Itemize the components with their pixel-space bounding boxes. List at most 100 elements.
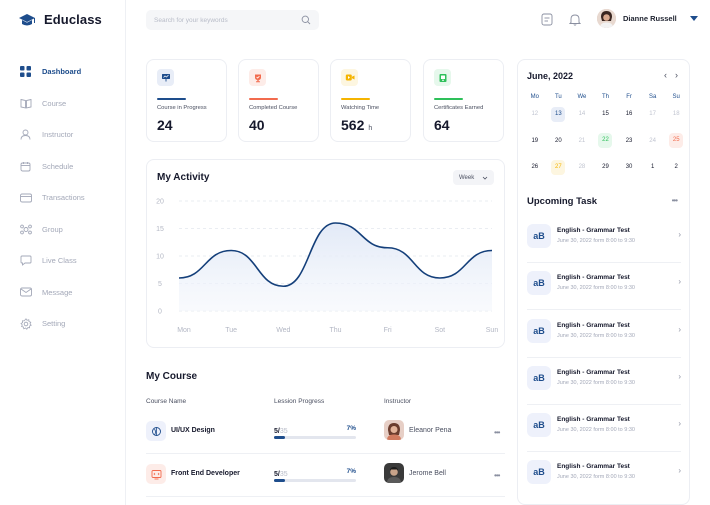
task-item[interactable]: aB English - Grammar Test June 30, 2022 … <box>527 358 681 405</box>
x-tick-label: Fri <box>384 327 393 334</box>
calendar-weekday-row: Mo Tu We Th Fr Sa Su <box>523 92 688 102</box>
calendar-day[interactable]: 16 <box>625 111 633 117</box>
card-icon <box>19 191 32 204</box>
stat-accent-bar <box>434 98 463 100</box>
table-row[interactable]: UI/UX Design 5/35 7% Eleanor Pena ••• <box>146 411 505 454</box>
lesson-progress: 5/35 7% <box>274 468 356 482</box>
calendar-day[interactable]: 26 <box>531 164 539 171</box>
progress-fill <box>274 479 286 482</box>
sidebar-item-label: Course <box>42 98 67 108</box>
stat-card-certificates-earned[interactable]: Certificates Earned 64 <box>423 59 504 142</box>
sidebar-item-message[interactable]: Message <box>0 277 126 309</box>
calendar-day-selected[interactable]: 13 <box>547 106 571 122</box>
task-item[interactable]: aB English - Grammar Test June 30, 2022 … <box>527 263 681 310</box>
chevron-left-icon[interactable]: ‹ <box>664 70 667 80</box>
sidebar-item-group[interactable]: Group <box>0 214 126 246</box>
chevron-right-icon[interactable]: › <box>675 70 678 80</box>
stat-number: 24 <box>157 117 173 133</box>
calendar-day-event[interactable]: 27 <box>547 159 571 175</box>
sidebar-item-label: Live Class <box>42 256 77 266</box>
task-item[interactable]: aB English - Grammar Test June 30, 2022 … <box>527 405 681 452</box>
calendar-day[interactable]: 17 <box>649 111 656 117</box>
design-icon <box>146 421 166 441</box>
more-options-icon[interactable]: ••• <box>671 196 678 205</box>
progress-track <box>274 436 356 439</box>
stat-number: 64 <box>434 117 450 133</box>
task-item[interactable]: aB English - Grammar Test June 30, 2022 … <box>527 452 681 499</box>
x-tick-label: Sun <box>486 327 499 334</box>
task-icon: aB <box>527 271 551 295</box>
stat-card-completed-course[interactable]: Completed Course 40 <box>238 59 319 142</box>
mail-icon <box>19 286 32 299</box>
task-time: June 30, 2022 form 8:00 to 9:30 <box>557 380 635 386</box>
search-input[interactable] <box>154 16 301 24</box>
stat-accent-bar <box>157 98 186 100</box>
progress-percent: 7% <box>346 468 356 475</box>
weekday-label: We <box>577 94 587 100</box>
chevron-right-icon[interactable]: › <box>678 277 681 286</box>
instructor-avatar <box>384 463 404 483</box>
video-icon <box>341 69 358 86</box>
chevron-down-icon[interactable] <box>689 16 698 21</box>
y-tick-label: 5 <box>158 281 162 288</box>
chevron-right-icon[interactable]: › <box>678 325 681 334</box>
stat-card-course-in-progress[interactable]: Course in Progress 24 <box>146 59 227 142</box>
search-icon[interactable] <box>301 15 311 25</box>
calendar-day[interactable]: 20 <box>555 137 562 144</box>
sidebar-item-setting[interactable]: Setting <box>0 308 126 340</box>
activity-area <box>179 223 492 311</box>
calendar-day[interactable]: 2 <box>674 164 678 171</box>
chevron-right-icon[interactable]: › <box>678 230 681 239</box>
weekday-label: Th <box>601 94 609 100</box>
task-title: English - Grammar Test <box>557 227 630 234</box>
calendar-day[interactable]: 30 <box>625 164 633 171</box>
bell-icon[interactable] <box>568 12 582 26</box>
task-title: English - Grammar Test <box>557 322 630 329</box>
calendar-day-event[interactable]: 22 <box>594 133 618 149</box>
calendar-day[interactable]: 21 <box>578 137 586 144</box>
calendar-day[interactable]: 14 <box>578 111 586 117</box>
calendar-day[interactable]: 1 <box>650 164 655 171</box>
task-title: English - Grammar Test <box>557 274 630 281</box>
calendar-day[interactable]: 29 <box>602 164 609 171</box>
chevron-right-icon[interactable]: › <box>678 419 681 428</box>
period-select-value: Week <box>459 174 475 181</box>
table-row[interactable]: Front End Developer 5/35 7% Jerome Bell … <box>146 454 505 497</box>
calendar-day[interactable]: 24 <box>649 137 656 144</box>
calendar-day[interactable]: 12 <box>531 111 539 117</box>
more-options-icon[interactable]: ••• <box>494 471 500 480</box>
task-item[interactable]: aB English - Grammar Test June 30, 2022 … <box>527 311 681 358</box>
calendar-day[interactable]: 28 <box>578 164 586 171</box>
sidebar-item-instructor[interactable]: Instructor <box>0 119 126 151</box>
task-item[interactable]: aB English - Grammar Test June 30, 2022 … <box>527 216 681 263</box>
my-course-title: My Course <box>146 371 198 382</box>
sidebar-item-transactions[interactable]: Transactions <box>0 182 126 214</box>
notes-icon[interactable] <box>540 12 554 26</box>
course-name: Front End Developer <box>171 470 240 477</box>
calendar-day[interactable]: 23 <box>625 137 633 144</box>
more-options-icon[interactable]: ••• <box>494 428 500 437</box>
y-tick-label: 15 <box>156 226 164 233</box>
sidebar-item-dashboard[interactable]: Dashboard <box>0 56 126 88</box>
brand-logo[interactable]: Educlass <box>18 12 102 27</box>
calendar-day-event[interactable]: 25 <box>664 133 688 149</box>
sidebar-item-label: Setting <box>42 319 66 329</box>
stat-value: 562 h <box>341 117 372 133</box>
x-tick-label: Mon <box>177 327 191 334</box>
weekday-label: Su <box>672 94 680 100</box>
stat-card-watching-time[interactable]: Watching Time 562 h <box>330 59 411 142</box>
chevron-right-icon[interactable]: › <box>678 466 681 475</box>
calendar-day[interactable]: 19 <box>531 137 539 144</box>
sidebar-item-course[interactable]: Course <box>0 88 126 120</box>
sidebar-item-live-class[interactable]: Live Class <box>0 245 126 277</box>
user-menu[interactable]: Dianne Russell <box>597 9 698 28</box>
x-tick-label: Thu <box>329 327 341 334</box>
period-select[interactable]: Week <box>453 170 494 185</box>
chevron-right-icon[interactable]: › <box>678 372 681 381</box>
activity-line <box>178 222 493 288</box>
calendar-day[interactable]: 18 <box>672 111 680 117</box>
calendar-day[interactable]: 15 <box>602 111 609 117</box>
sidebar-item-schedule[interactable]: Schedule <box>0 151 126 183</box>
sidebar-item-label: Transactions <box>42 193 85 203</box>
sidebar-item-label: Dashboard <box>42 67 82 77</box>
